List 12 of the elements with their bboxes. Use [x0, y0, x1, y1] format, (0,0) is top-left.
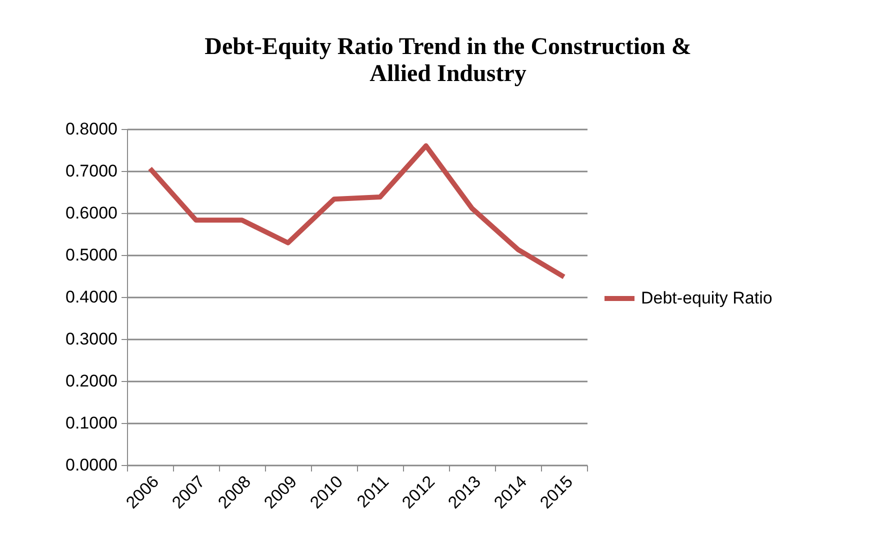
y-tick-label: 0.8000: [66, 120, 118, 138]
y-tick-label: 0.4000: [66, 288, 118, 306]
text: Debt-Equity Ratio Trend in the Construction &: [204, 34, 692, 60]
y-tick-label: 0.0000: [66, 456, 118, 474]
y-tick-label: 0.1000: [66, 414, 118, 432]
text: Allied Industry: [370, 61, 526, 87]
y-tick-label: 0.3000: [66, 330, 118, 348]
y-tick-label: 0.2000: [66, 372, 118, 390]
y-tick-label: 0.5000: [66, 246, 118, 264]
y-tick-label: 0.7000: [66, 162, 118, 180]
legend-label: Debt-equity Ratio: [641, 288, 772, 308]
y-tick-label: 0.6000: [66, 204, 118, 222]
